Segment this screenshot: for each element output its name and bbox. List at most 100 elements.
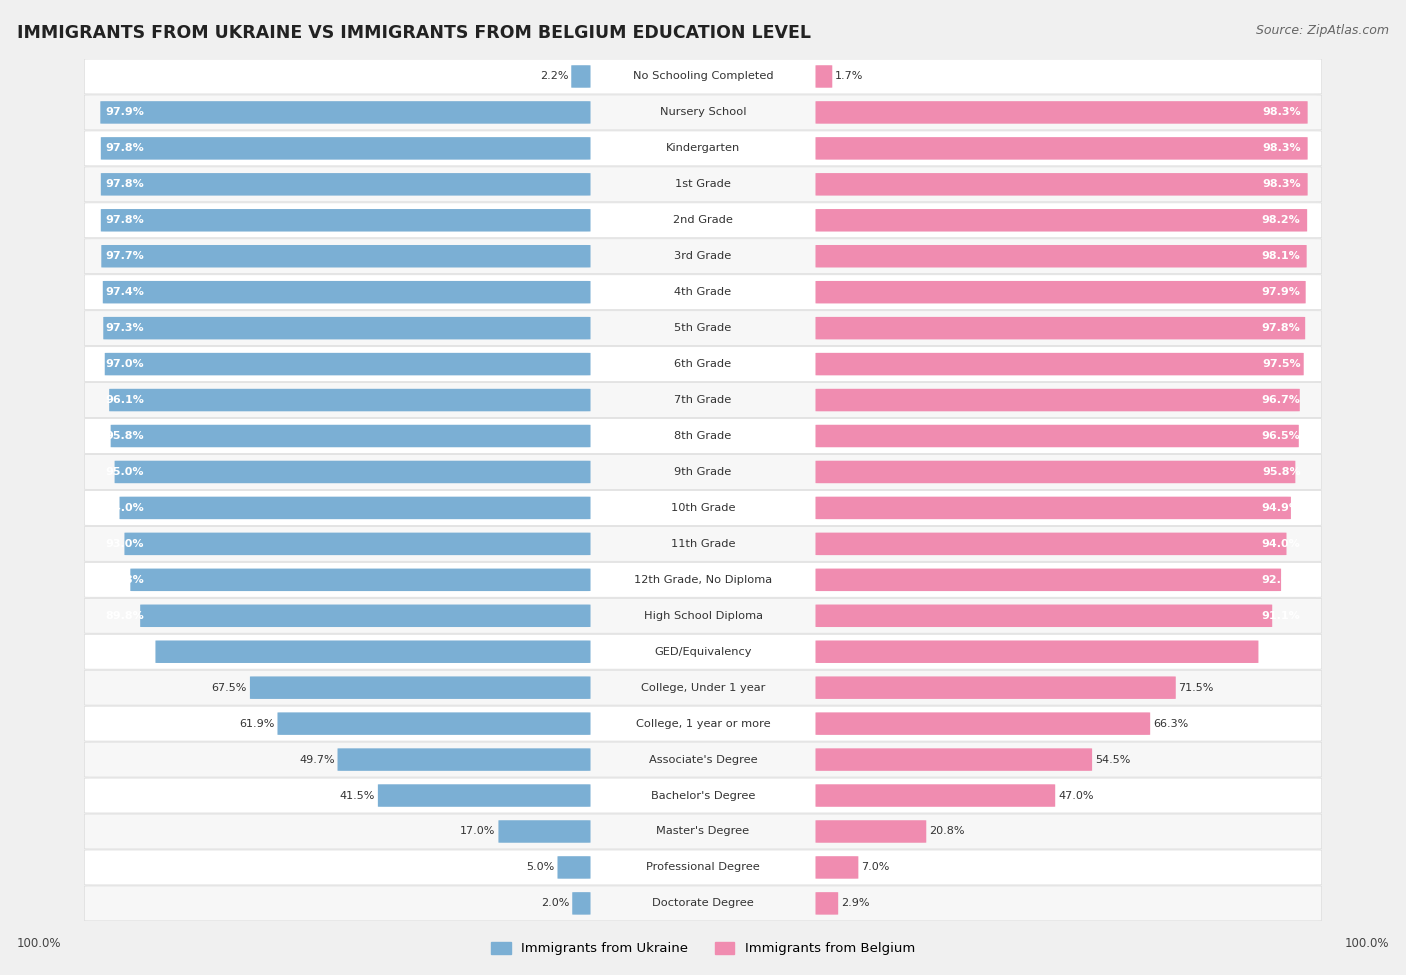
FancyBboxPatch shape — [84, 454, 1322, 489]
Text: 4th Grade: 4th Grade — [675, 288, 731, 297]
FancyBboxPatch shape — [84, 275, 1322, 310]
Text: 54.5%: 54.5% — [1095, 755, 1130, 764]
Text: 98.2%: 98.2% — [1261, 215, 1301, 225]
Text: 86.7%: 86.7% — [105, 646, 145, 657]
FancyBboxPatch shape — [557, 856, 591, 878]
FancyBboxPatch shape — [815, 713, 1150, 735]
Text: College, 1 year or more: College, 1 year or more — [636, 719, 770, 728]
FancyBboxPatch shape — [84, 95, 1322, 130]
Text: 2.0%: 2.0% — [541, 898, 569, 909]
Text: 61.9%: 61.9% — [239, 719, 274, 728]
FancyBboxPatch shape — [84, 347, 1322, 381]
FancyBboxPatch shape — [815, 389, 1299, 411]
FancyBboxPatch shape — [815, 174, 1308, 196]
Text: 20.8%: 20.8% — [929, 827, 965, 837]
Text: 97.8%: 97.8% — [105, 179, 145, 189]
Text: 5th Grade: 5th Grade — [675, 323, 731, 333]
FancyBboxPatch shape — [815, 856, 858, 878]
FancyBboxPatch shape — [101, 137, 591, 160]
FancyBboxPatch shape — [815, 65, 832, 88]
Text: Source: ZipAtlas.com: Source: ZipAtlas.com — [1256, 24, 1389, 37]
Text: 1.7%: 1.7% — [835, 71, 863, 82]
FancyBboxPatch shape — [815, 317, 1305, 339]
FancyBboxPatch shape — [131, 568, 591, 591]
FancyBboxPatch shape — [815, 425, 1299, 448]
FancyBboxPatch shape — [101, 245, 591, 267]
Text: 7th Grade: 7th Grade — [675, 395, 731, 405]
Text: 94.0%: 94.0% — [105, 503, 145, 513]
FancyBboxPatch shape — [84, 239, 1322, 274]
FancyBboxPatch shape — [378, 784, 591, 806]
FancyBboxPatch shape — [120, 496, 591, 519]
FancyBboxPatch shape — [84, 167, 1322, 202]
Text: 97.8%: 97.8% — [1261, 323, 1301, 333]
Text: 7.0%: 7.0% — [860, 863, 890, 873]
FancyBboxPatch shape — [815, 641, 1258, 663]
Text: 12th Grade, No Diploma: 12th Grade, No Diploma — [634, 575, 772, 585]
Text: 2.9%: 2.9% — [841, 898, 869, 909]
Text: 95.8%: 95.8% — [105, 431, 143, 441]
FancyBboxPatch shape — [84, 563, 1322, 598]
Text: Associate's Degree: Associate's Degree — [648, 755, 758, 764]
Text: 96.1%: 96.1% — [105, 395, 145, 405]
Text: 97.3%: 97.3% — [105, 323, 143, 333]
FancyBboxPatch shape — [103, 281, 591, 303]
Text: 97.9%: 97.9% — [105, 107, 145, 117]
Text: 97.0%: 97.0% — [105, 359, 143, 370]
Text: 66.3%: 66.3% — [1153, 719, 1188, 728]
Text: 95.0%: 95.0% — [105, 467, 143, 477]
FancyBboxPatch shape — [84, 742, 1322, 777]
FancyBboxPatch shape — [84, 203, 1322, 238]
FancyBboxPatch shape — [84, 418, 1322, 453]
Text: 94.9%: 94.9% — [1261, 503, 1301, 513]
FancyBboxPatch shape — [337, 749, 591, 771]
Text: 49.7%: 49.7% — [299, 755, 335, 764]
FancyBboxPatch shape — [84, 635, 1322, 669]
Text: High School Diploma: High School Diploma — [644, 610, 762, 621]
FancyBboxPatch shape — [815, 209, 1308, 231]
Text: 100.0%: 100.0% — [17, 937, 62, 951]
FancyBboxPatch shape — [815, 281, 1306, 303]
FancyBboxPatch shape — [84, 599, 1322, 633]
Text: 41.5%: 41.5% — [340, 791, 375, 800]
FancyBboxPatch shape — [115, 461, 591, 484]
FancyBboxPatch shape — [815, 496, 1291, 519]
Text: 96.5%: 96.5% — [1261, 431, 1301, 441]
FancyBboxPatch shape — [572, 892, 591, 915]
Text: 98.3%: 98.3% — [1263, 107, 1301, 117]
Text: 89.8%: 89.8% — [105, 610, 145, 621]
FancyBboxPatch shape — [141, 604, 591, 627]
FancyBboxPatch shape — [84, 131, 1322, 166]
Text: Professional Degree: Professional Degree — [647, 863, 759, 873]
Text: 96.7%: 96.7% — [1261, 395, 1301, 405]
FancyBboxPatch shape — [103, 317, 591, 339]
FancyBboxPatch shape — [110, 389, 591, 411]
Text: College, Under 1 year: College, Under 1 year — [641, 682, 765, 692]
Text: 8th Grade: 8th Grade — [675, 431, 731, 441]
Text: 94.0%: 94.0% — [1261, 539, 1301, 549]
FancyBboxPatch shape — [84, 778, 1322, 813]
FancyBboxPatch shape — [571, 65, 591, 88]
Text: 11th Grade: 11th Grade — [671, 539, 735, 549]
Text: 97.8%: 97.8% — [105, 143, 145, 153]
FancyBboxPatch shape — [84, 706, 1322, 741]
FancyBboxPatch shape — [815, 604, 1272, 627]
Text: Nursery School: Nursery School — [659, 107, 747, 117]
FancyBboxPatch shape — [250, 677, 591, 699]
FancyBboxPatch shape — [84, 311, 1322, 345]
FancyBboxPatch shape — [815, 101, 1308, 124]
FancyBboxPatch shape — [105, 353, 591, 375]
FancyBboxPatch shape — [124, 532, 591, 555]
Text: Doctorate Degree: Doctorate Degree — [652, 898, 754, 909]
FancyBboxPatch shape — [100, 101, 591, 124]
Text: No Schooling Completed: No Schooling Completed — [633, 71, 773, 82]
FancyBboxPatch shape — [815, 820, 927, 842]
FancyBboxPatch shape — [815, 568, 1281, 591]
FancyBboxPatch shape — [101, 209, 591, 231]
FancyBboxPatch shape — [815, 677, 1175, 699]
FancyBboxPatch shape — [815, 353, 1303, 375]
FancyBboxPatch shape — [84, 850, 1322, 885]
Legend: Immigrants from Ukraine, Immigrants from Belgium: Immigrants from Ukraine, Immigrants from… — [485, 937, 921, 960]
Text: 97.5%: 97.5% — [1263, 359, 1301, 370]
Text: 88.3%: 88.3% — [1263, 646, 1301, 657]
